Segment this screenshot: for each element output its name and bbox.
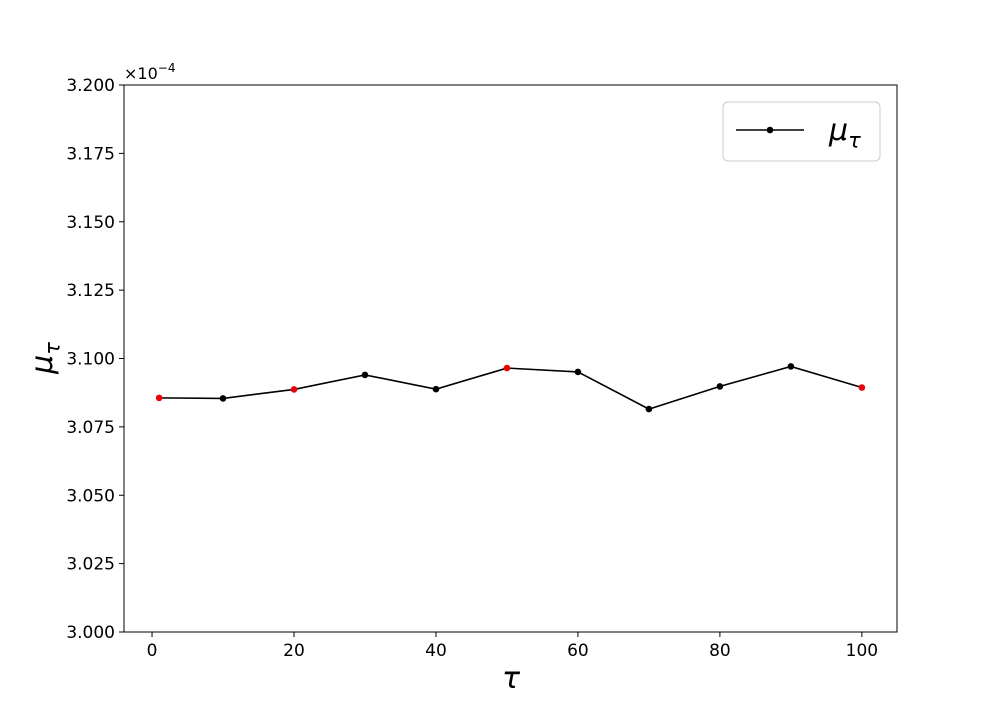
data-point: [574, 368, 582, 376]
y-tick-label: 3.025: [66, 555, 115, 575]
series-line: [159, 365, 863, 410]
legend-box: [722, 101, 881, 162]
x-tick-label: 60: [567, 641, 589, 661]
data-point: [858, 384, 866, 391]
y-tick-label: 3.100: [66, 350, 115, 370]
x-tick-label: 40: [425, 641, 447, 661]
data-point: [645, 405, 653, 413]
x-tick-label: 0: [147, 641, 158, 661]
x-tick-label: 100: [846, 641, 878, 661]
data-point: [219, 395, 227, 402]
y-tick-label: 3.000: [66, 623, 115, 643]
plot-frame: [123, 84, 898, 633]
x-axis-label: τ: [502, 661, 521, 696]
offset-exponent: −4: [158, 61, 176, 75]
data-point: [503, 364, 511, 372]
x-tick-label: 80: [709, 641, 731, 661]
data-point: [290, 386, 298, 393]
legend-marker: [766, 126, 774, 134]
y-tick-label: 3.150: [66, 213, 115, 233]
data-point: [155, 394, 163, 402]
y-offset-label: ×10−4: [124, 61, 175, 83]
y-tick-label: 3.050: [66, 486, 115, 506]
offset-base: ×10: [124, 64, 158, 83]
data-point: [787, 363, 795, 370]
x-tick-label: 20: [283, 641, 305, 661]
y-axis-label: μτ: [25, 342, 65, 375]
y-tick-label: 3.125: [66, 281, 115, 301]
data-point: [716, 383, 724, 390]
y-tick-label: 3.200: [66, 76, 115, 96]
legend-label: μτ: [828, 113, 861, 153]
data-point: [432, 385, 440, 393]
y-tick-label: 3.175: [66, 144, 115, 164]
data-point: [361, 371, 369, 379]
y-tick-label: 3.075: [66, 418, 115, 438]
